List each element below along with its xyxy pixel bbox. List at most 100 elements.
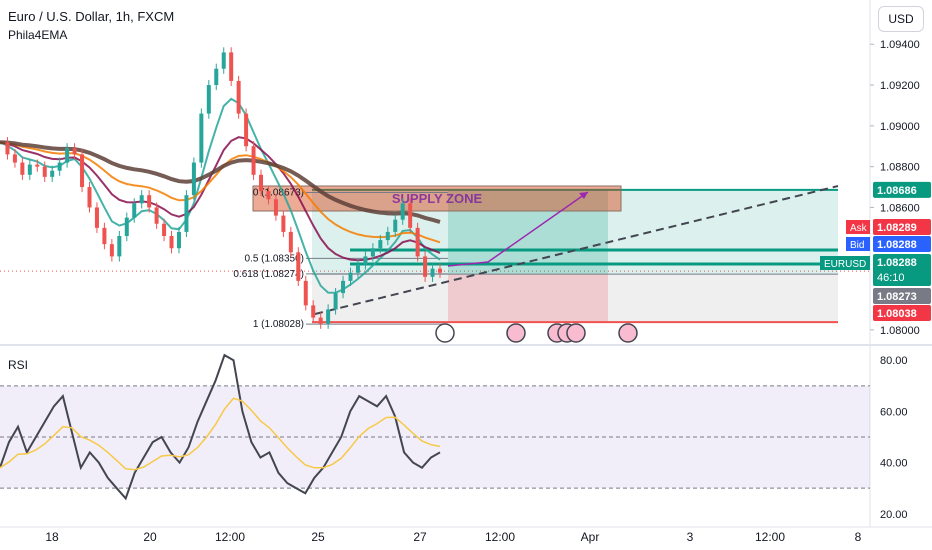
candle-body[interactable] bbox=[259, 174, 264, 192]
projection-path[interactable] bbox=[447, 191, 589, 267]
candle-body[interactable] bbox=[326, 309, 331, 324]
rsi-ma-line bbox=[0, 397, 441, 471]
time-tick-label: 25 bbox=[311, 530, 325, 544]
candle-body[interactable] bbox=[27, 164, 32, 175]
stop-price-label: 1.08038 bbox=[877, 308, 917, 320]
candle-body[interactable] bbox=[415, 227, 420, 257]
stop-zone-active[interactable] bbox=[448, 274, 608, 323]
candle-body[interactable] bbox=[318, 317, 323, 324]
candle-body[interactable] bbox=[12, 154, 17, 163]
time-tick-label: 12:00 bbox=[755, 530, 785, 544]
bid-price-badge bbox=[873, 236, 931, 252]
rsi-tick-label: 40.00 bbox=[880, 458, 908, 470]
candle-body[interactable] bbox=[162, 223, 167, 236]
symbol-tag-label: EURUSD bbox=[824, 259, 866, 270]
rsi-line[interactable] bbox=[0, 353, 441, 501]
candle-body[interactable] bbox=[341, 280, 346, 294]
candle-body[interactable] bbox=[423, 256, 428, 277]
candle-body[interactable] bbox=[20, 162, 25, 175]
indicator-label[interactable]: Phila4EMA bbox=[8, 28, 68, 42]
candle-body[interactable] bbox=[109, 244, 114, 257]
candle-body[interactable] bbox=[214, 68, 219, 86]
time-tick-label: 12:00 bbox=[215, 530, 245, 544]
candle-body[interactable] bbox=[229, 52, 234, 81]
candle-body[interactable] bbox=[191, 162, 196, 196]
candle-body[interactable] bbox=[87, 187, 92, 208]
candle-body[interactable] bbox=[236, 80, 241, 114]
symbol-tag bbox=[820, 256, 870, 270]
candle-body[interactable] bbox=[57, 162, 62, 171]
candle-body[interactable] bbox=[154, 207, 159, 224]
candle-body[interactable] bbox=[124, 217, 129, 236]
candle-body[interactable] bbox=[348, 272, 353, 281]
flag-icon[interactable] bbox=[566, 323, 586, 343]
candle-body[interactable] bbox=[50, 170, 55, 177]
candle-body[interactable] bbox=[117, 236, 122, 257]
candle-body[interactable] bbox=[147, 195, 152, 208]
price-tick-label: 1.08800 bbox=[880, 162, 920, 174]
ask-price-badge bbox=[873, 219, 931, 235]
rsi-label[interactable]: RSI bbox=[8, 358, 29, 372]
candle-body[interactable] bbox=[266, 191, 271, 200]
candle-body[interactable] bbox=[393, 219, 398, 232]
candle-body[interactable] bbox=[102, 227, 107, 245]
candle-body[interactable] bbox=[251, 146, 256, 175]
candle-body[interactable] bbox=[273, 199, 278, 216]
currency-button[interactable]: USD bbox=[878, 6, 924, 32]
time-tick-label: 27 bbox=[413, 530, 427, 544]
candle-body[interactable] bbox=[199, 113, 204, 163]
candle-body[interactable] bbox=[385, 231, 390, 241]
stop-zone[interactable] bbox=[312, 274, 838, 323]
candle-body[interactable] bbox=[378, 240, 383, 249]
candle-body[interactable] bbox=[363, 256, 368, 265]
time-tick-label: 8 bbox=[855, 530, 862, 544]
candle-body[interactable] bbox=[5, 142, 10, 155]
lightning-icon[interactable] bbox=[435, 323, 455, 343]
time-tick-label: 20 bbox=[143, 530, 157, 544]
fib-level-label: 0 (1.08673) bbox=[253, 188, 304, 199]
chart-title: Euro / U.S. Dollar, 1h, FXCM bbox=[8, 9, 175, 24]
target-zone-active[interactable] bbox=[448, 189, 608, 275]
rsi-tick-label: 80.00 bbox=[880, 355, 908, 367]
candle-body[interactable] bbox=[370, 248, 375, 257]
candle-body[interactable] bbox=[72, 148, 77, 155]
time-tick-label: Apr bbox=[581, 530, 600, 544]
candle-body[interactable] bbox=[430, 268, 435, 277]
candle-body[interactable] bbox=[94, 207, 99, 228]
candle-body[interactable] bbox=[400, 203, 405, 220]
price-tick-label: 1.09400 bbox=[880, 39, 920, 51]
candle-body[interactable] bbox=[132, 203, 137, 218]
candle-body[interactable] bbox=[221, 52, 226, 69]
candle-body[interactable] bbox=[184, 195, 189, 232]
candle-body[interactable] bbox=[288, 231, 293, 253]
candle-body[interactable] bbox=[169, 236, 174, 249]
price-tick-label: 1.09000 bbox=[880, 121, 920, 133]
candle-body[interactable] bbox=[176, 231, 181, 249]
rsi-tick-label: 60.00 bbox=[880, 406, 908, 418]
candle-body[interactable] bbox=[355, 264, 360, 273]
candle-body[interactable] bbox=[139, 195, 144, 204]
candle-body[interactable] bbox=[42, 166, 47, 177]
target-price-badge bbox=[873, 181, 931, 198]
trendline[interactable] bbox=[314, 185, 839, 315]
flag-icon[interactable] bbox=[618, 323, 638, 343]
candle-body[interactable] bbox=[206, 85, 211, 114]
candle-body[interactable] bbox=[35, 164, 40, 167]
candle-body[interactable] bbox=[296, 252, 301, 281]
candle-body[interactable] bbox=[333, 293, 338, 310]
candle-body[interactable] bbox=[438, 268, 442, 273]
supply-zone-label: SUPPLY ZONE bbox=[392, 191, 483, 206]
candle-body[interactable] bbox=[80, 154, 85, 188]
candle-body[interactable] bbox=[303, 280, 308, 306]
candle-body[interactable] bbox=[311, 305, 316, 318]
entry-price-badge bbox=[873, 288, 931, 304]
supply-zone[interactable] bbox=[252, 185, 622, 212]
candle-body[interactable] bbox=[244, 113, 249, 147]
candle-body[interactable] bbox=[65, 148, 70, 163]
flag-icon[interactable] bbox=[506, 323, 526, 343]
candle-body[interactable] bbox=[408, 203, 413, 228]
candle-body[interactable] bbox=[281, 215, 286, 232]
target-zone[interactable] bbox=[312, 189, 838, 275]
time-tick-label: 18 bbox=[45, 530, 59, 544]
